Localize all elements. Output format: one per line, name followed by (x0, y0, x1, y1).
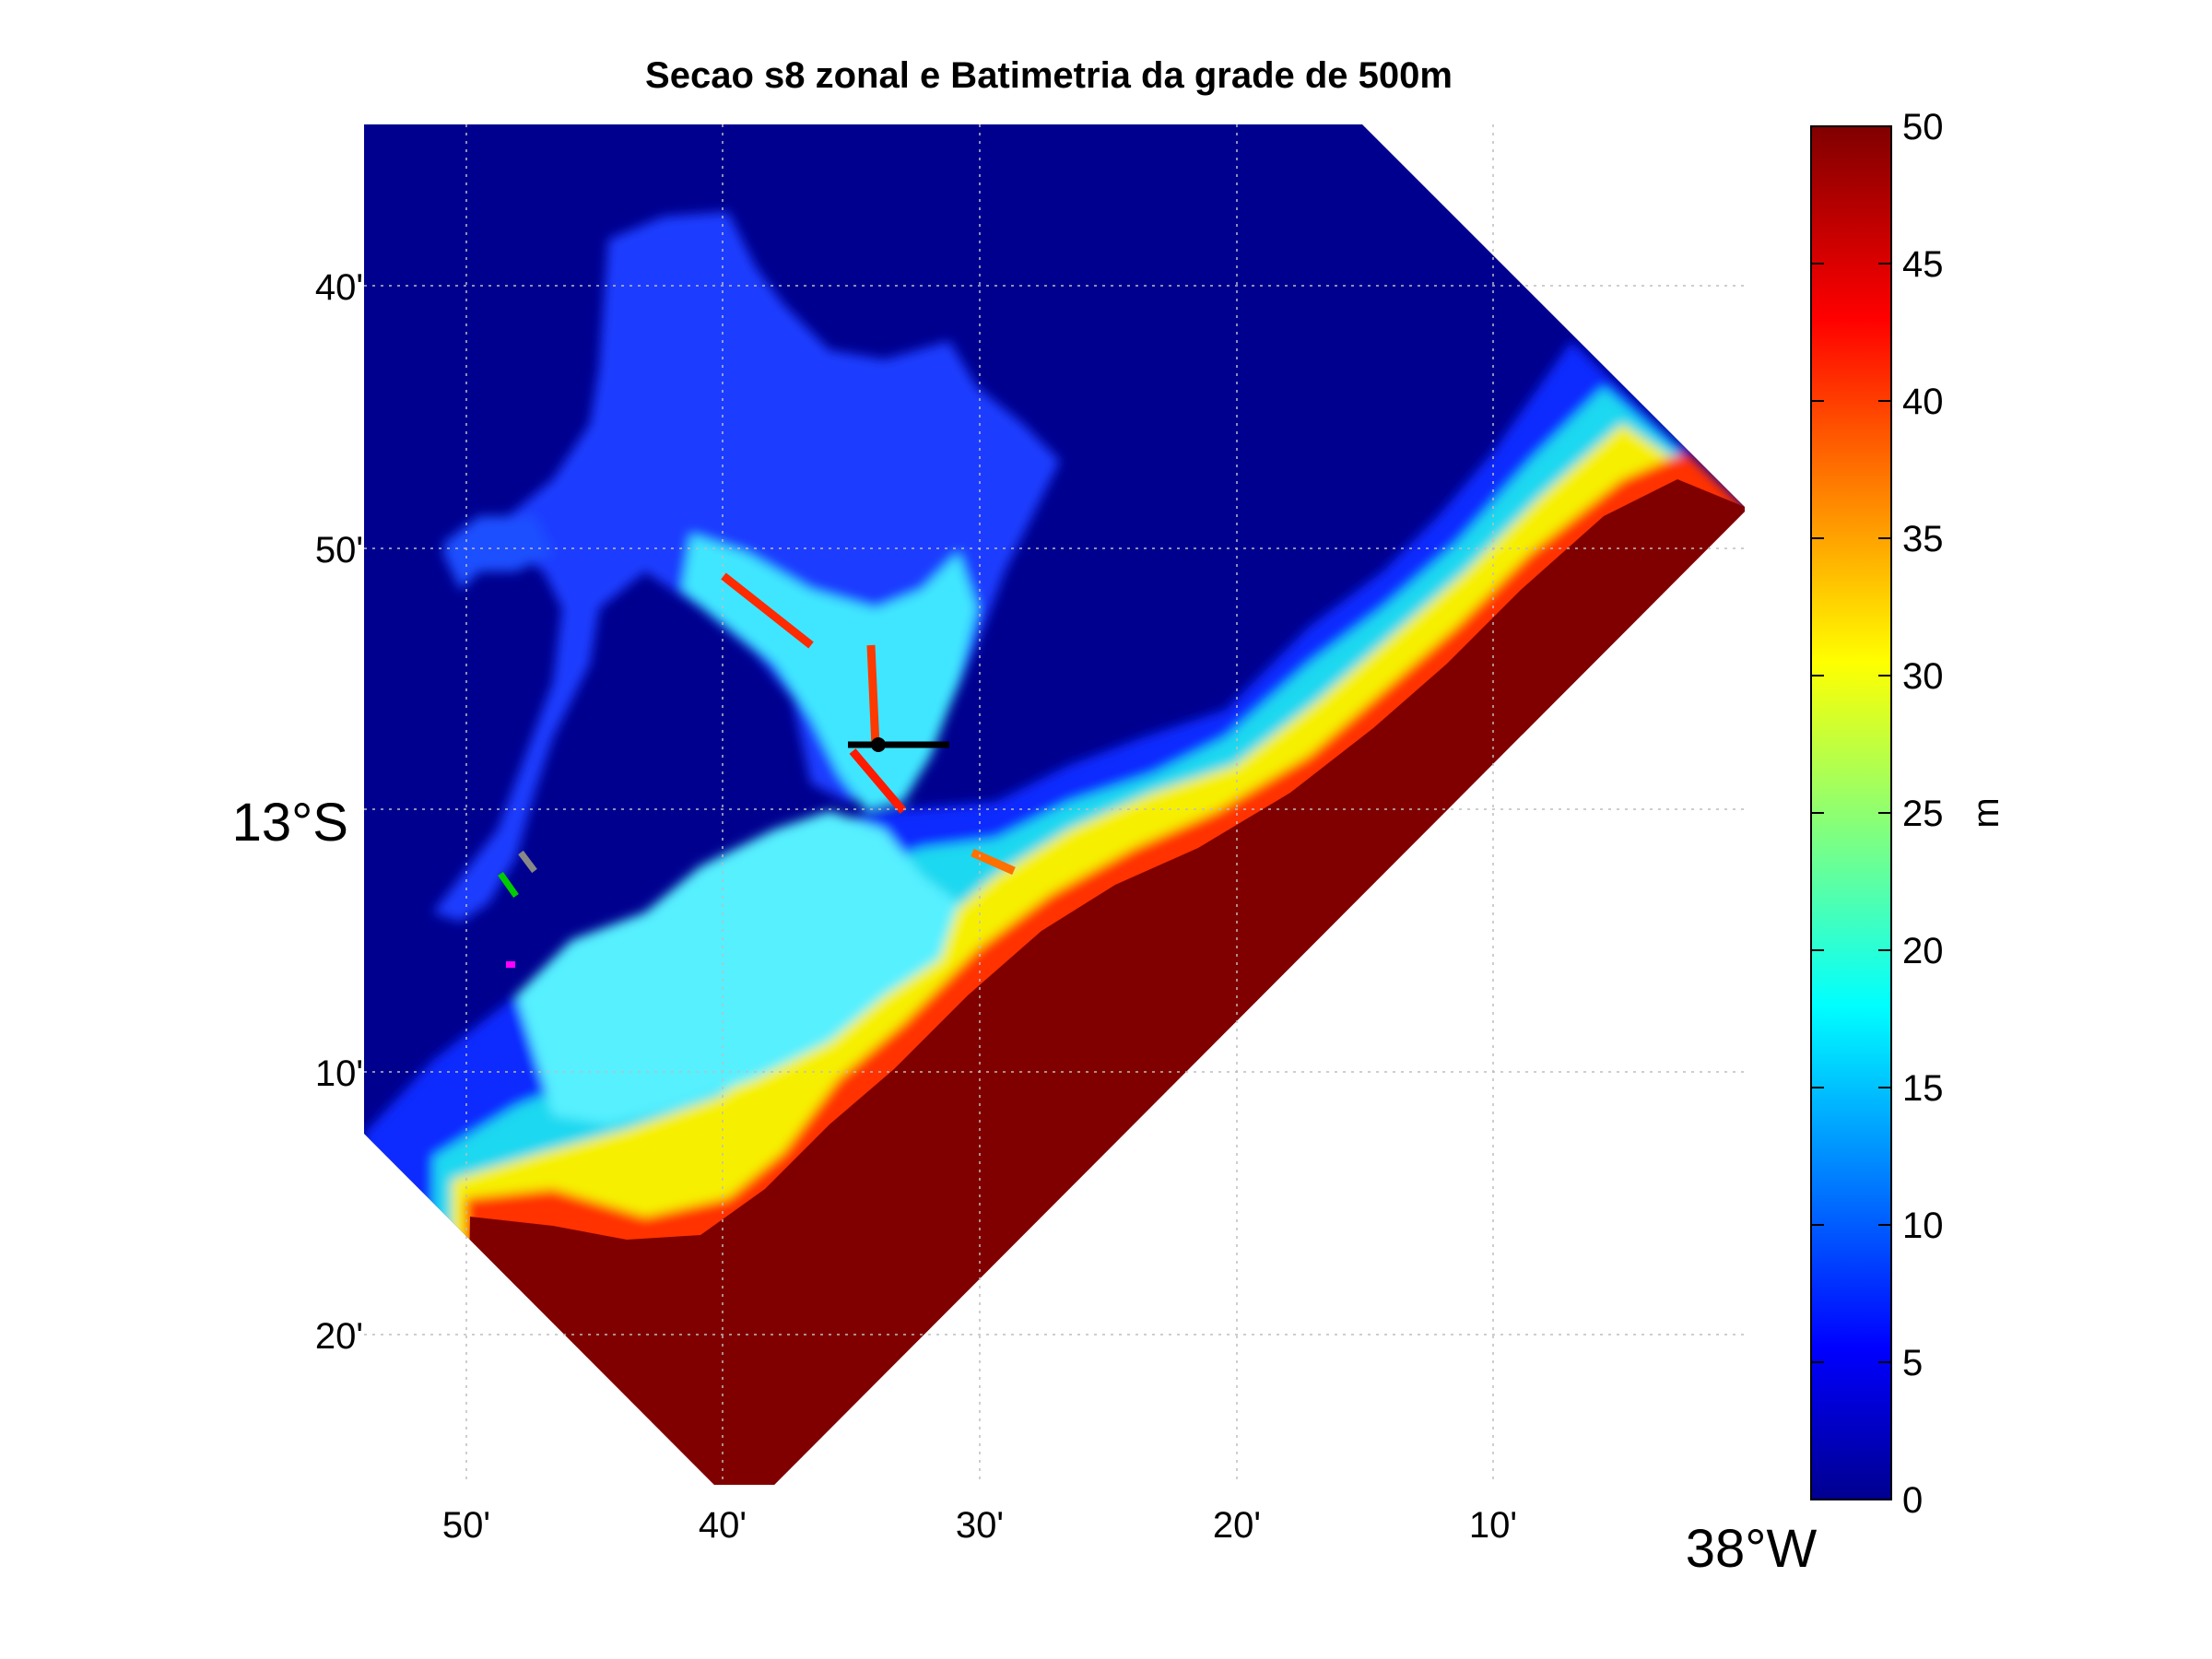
channel-red-nw (721, 572, 814, 649)
lon-axis: 50' 40' 30' 20' 10' 38°W (442, 1505, 1818, 1579)
colorbar-tick-label: 45 (1902, 244, 1944, 285)
colorbar-tick-label: 50 (1902, 107, 1944, 147)
colorbar-label: m (1966, 797, 2006, 828)
lat-tick-label: 20' (315, 1316, 363, 1357)
lon-tick-label: 50' (442, 1505, 490, 1546)
colorbar-ticks (1811, 125, 1891, 1500)
colorbar-tick-label: 20 (1902, 931, 1944, 971)
colorbar-tick-label: 25 (1902, 794, 1944, 834)
channel-red-s (849, 748, 907, 814)
colorbar-tick-label: 5 (1902, 1343, 1923, 1383)
marker-magenta (506, 961, 515, 968)
lon-tick-label: 40' (699, 1505, 747, 1546)
colorbar-tick-label: 10 (1902, 1206, 1944, 1246)
marker-gray (518, 850, 537, 874)
channel-red-n (866, 644, 880, 747)
lat-tick-label: 40' (315, 267, 363, 308)
colorbar-tick-label: 35 (1902, 519, 1944, 559)
colorbar-gradient (1810, 125, 1892, 1500)
lat-tick-label: 50' (315, 530, 363, 571)
colorbar-tick-label: 15 (1902, 1068, 1944, 1109)
lat-tick-label: 10' (315, 1053, 363, 1094)
lon-tick-label: 10' (1469, 1505, 1517, 1546)
colorbar-tick-label: 0 (1902, 1480, 1923, 1521)
bay-branch-west (442, 516, 553, 590)
lat-tick-label: 13°S (232, 793, 348, 853)
marker-green (498, 871, 519, 899)
colorbar-tick-label: 40 (1902, 382, 1944, 422)
lon-tick-label: 20' (1213, 1505, 1261, 1546)
colorbar-tick-label: 30 (1902, 656, 1944, 697)
lon-tick-label: 30' (956, 1505, 1004, 1546)
section-midpoint (871, 737, 886, 752)
lon-tick-label: 38°W (1686, 1519, 1818, 1579)
chart-title: Secao s8 zonal e Batimetria da grade de … (645, 55, 1453, 96)
colorbar: 0 5 10 15 20 25 30 35 40 45 50 m (1810, 107, 2006, 1521)
bay-south-shoal (516, 811, 959, 1124)
lat-axis: 40' 50' 13°S 10' 20' (232, 267, 363, 1357)
map-plot-area (364, 124, 1745, 1485)
grid-lines (364, 124, 1745, 1485)
section-s8 (848, 737, 949, 752)
